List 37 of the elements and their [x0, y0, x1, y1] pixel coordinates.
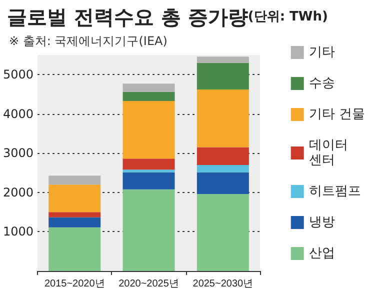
y-axis-title: (단위: TWh)	[248, 10, 328, 24]
bar	[48, 176, 101, 185]
x-tick-label: 2020~2025년	[118, 278, 179, 290]
y-tick-label: 5000	[2, 68, 34, 82]
text: ※ 출처: 국제에너지기구(IEA)	[9, 34, 168, 48]
bar	[196, 172, 249, 194]
x-tick-label: 2025~2030년	[192, 278, 254, 290]
bar	[196, 56, 249, 63]
y-tick-label: 4000	[2, 106, 34, 121]
bar	[48, 217, 101, 228]
legend-label: 히트펌프	[308, 184, 361, 199]
legend-label: 냉방	[308, 215, 335, 230]
bar	[122, 172, 175, 190]
bar	[196, 164, 249, 172]
legend-label: 데이터 센터	[308, 138, 348, 168]
bar	[48, 212, 101, 218]
legend-label: 기타	[308, 45, 335, 60]
bar	[122, 158, 175, 170]
bar	[196, 194, 249, 271]
y-tick-label: 2000	[2, 185, 34, 200]
bar	[48, 184, 101, 212]
x-tick-label: 2015~2020년	[44, 278, 105, 290]
bar	[196, 90, 249, 148]
legend-label: 수송	[308, 76, 335, 91]
y-tick-label: 1000	[2, 224, 34, 239]
bar	[196, 62, 249, 90]
bar	[48, 227, 101, 271]
legend-label: 기타 건물	[308, 107, 366, 122]
bar	[122, 170, 175, 172]
bar	[122, 100, 175, 159]
bar	[122, 92, 175, 101]
chart-title: 글로벌 전력수요 총 증가량	[7, 5, 248, 29]
bar	[196, 147, 249, 165]
legend-label: 산업	[308, 246, 335, 261]
bar	[122, 189, 175, 271]
bar	[122, 84, 175, 92]
y-tick-label: 3000	[2, 146, 34, 160]
